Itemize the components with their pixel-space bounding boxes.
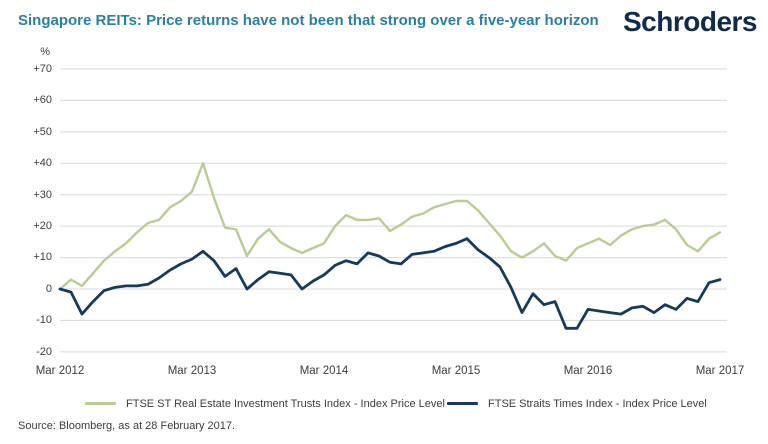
sti-price-line xyxy=(58,237,722,330)
reit-line-swatch xyxy=(85,402,116,405)
x-tick-mar2015: Mar 2015 xyxy=(431,365,481,377)
x-tick-mar2012: Mar 2012 xyxy=(35,365,85,377)
schroders-logo: Schroders xyxy=(623,6,758,37)
x-tick-mar2014: Mar 2014 xyxy=(299,365,349,377)
y-tick-m10: -10 xyxy=(36,314,52,326)
y-tick-20: +20 xyxy=(33,220,52,232)
y-tick-m20: -20 xyxy=(36,346,52,358)
x-tick-mar2013: Mar 2013 xyxy=(167,365,217,377)
y-tick-10: +10 xyxy=(33,251,52,263)
y-tick-70: +70 xyxy=(33,63,52,75)
y-tick-0: 0 xyxy=(45,283,52,295)
source-note: Source: Bloomberg, as at 28 February 201… xyxy=(18,420,236,432)
reit-legend-label: FTSE ST Real Estate Investment Trusts In… xyxy=(126,397,445,410)
y-tick-50: +50 xyxy=(33,126,52,138)
x-tick-mar2016: Mar 2016 xyxy=(563,365,613,377)
sti-legend-label: FTSE Straits Times Index - Index Price L… xyxy=(488,397,707,410)
sti-line-swatch xyxy=(447,402,478,405)
page-title: Singapore REITs: Price returns have not … xyxy=(18,12,599,29)
y-tick-40: +40 xyxy=(33,157,52,169)
reit-price-line xyxy=(58,162,722,291)
y-axis-unit: % xyxy=(40,46,50,58)
y-tick-30: +30 xyxy=(33,189,52,201)
legend-item-reit: FTSE ST Real Estate Investment Trusts In… xyxy=(85,396,445,411)
y-tick-60: +60 xyxy=(33,94,52,106)
legend-item-sti: FTSE Straits Times Index - Index Price L… xyxy=(447,396,707,411)
x-tick-mar2017: Mar 2017 xyxy=(695,365,745,377)
